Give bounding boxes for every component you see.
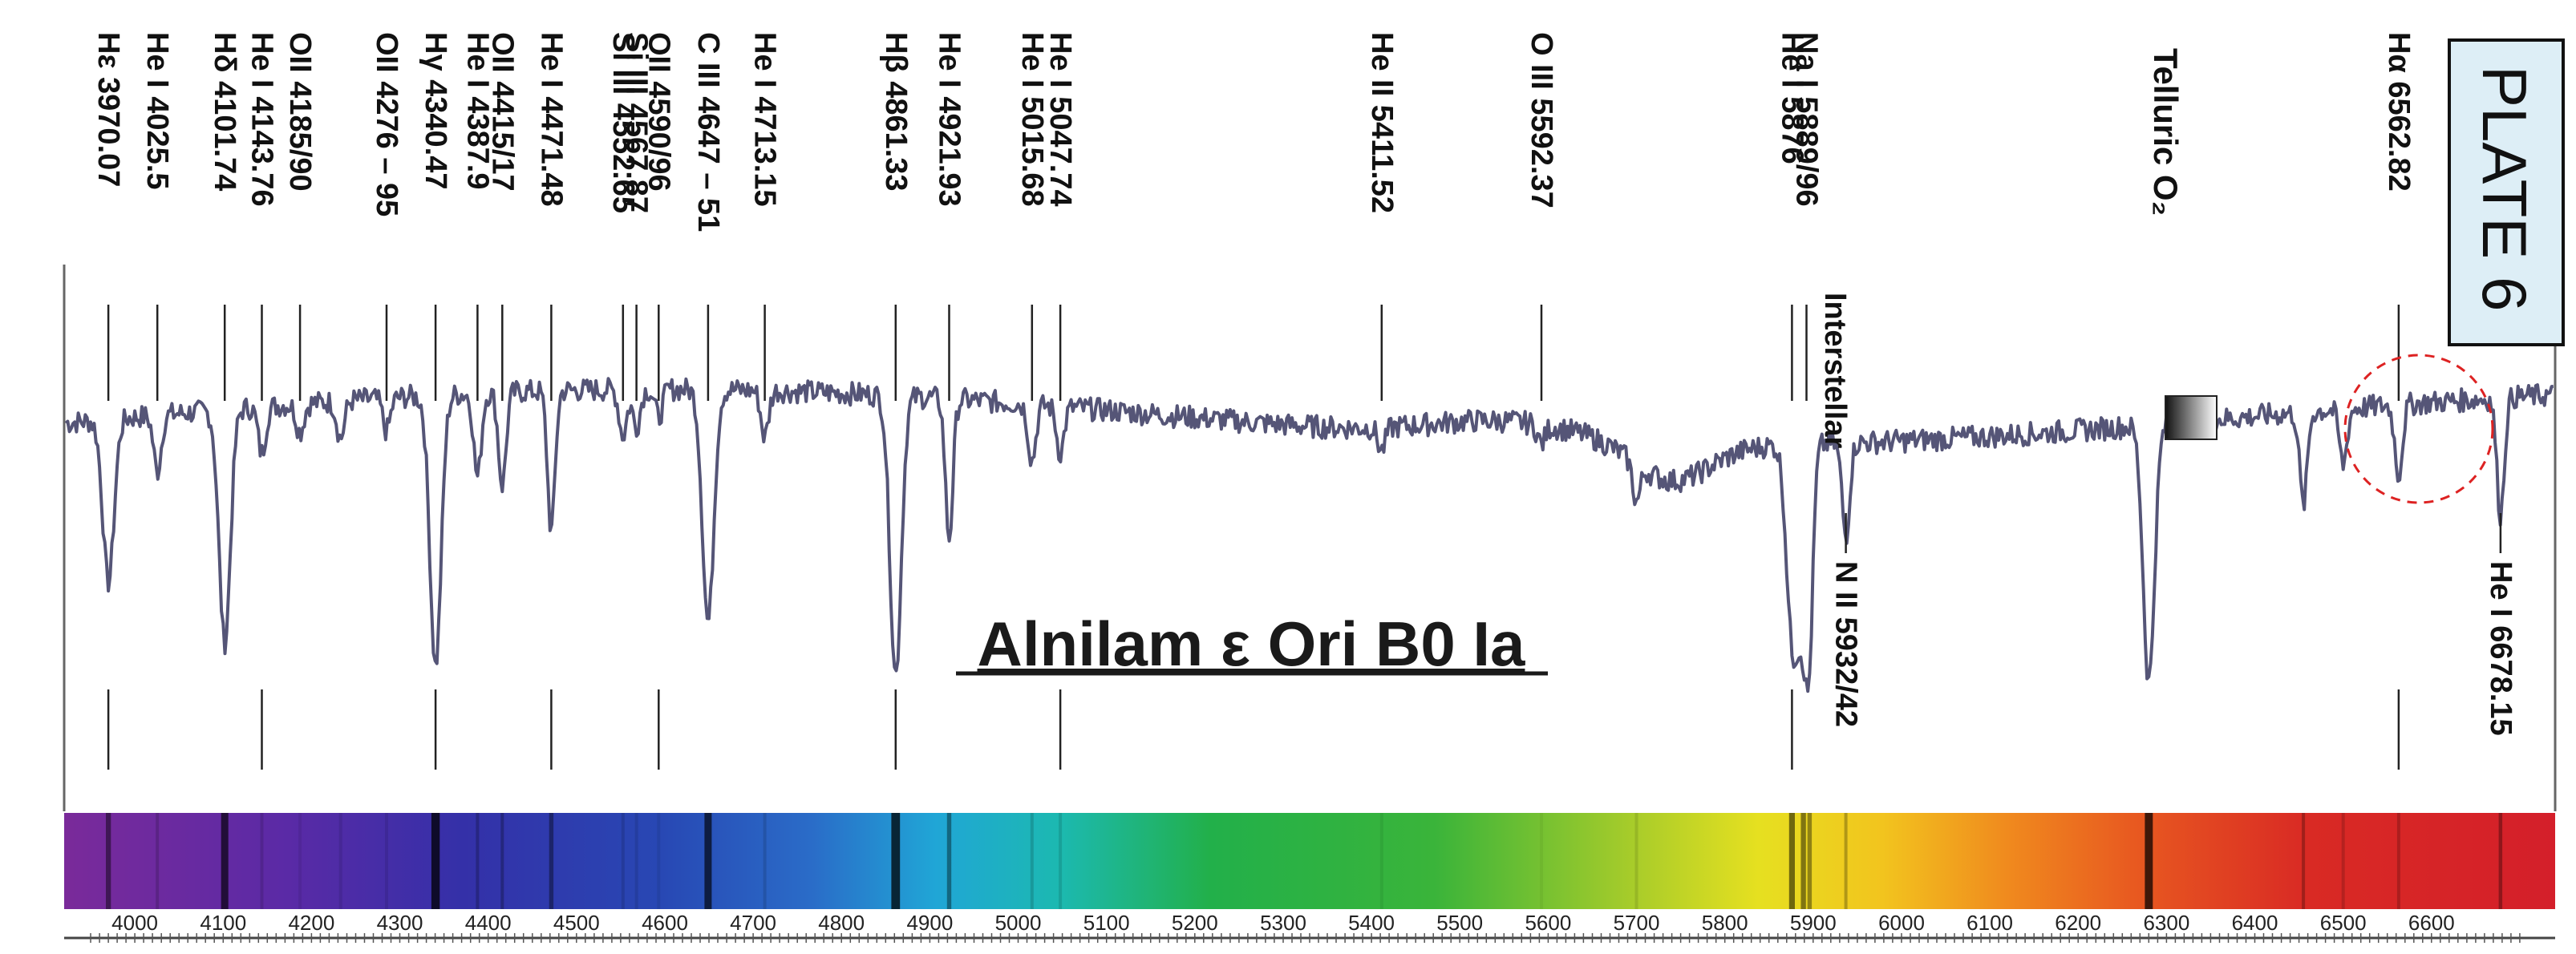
absorption-band [221, 813, 229, 909]
absorption-band [634, 813, 638, 909]
chart-title: Alnilam ε Ori B0 Ia [978, 608, 1526, 679]
tick-label: 4100 [200, 911, 246, 935]
absorption-band [1059, 813, 1063, 909]
absorption-band [156, 813, 160, 909]
plate-badge: PLATE 6 [2448, 38, 2565, 346]
absorption-band [476, 813, 480, 909]
tick-label: 4700 [730, 911, 776, 935]
absorption-band [338, 813, 342, 909]
tick-label: 4000 [111, 911, 158, 935]
absorption-band [1807, 813, 1813, 909]
tick-label: 4400 [465, 911, 512, 935]
h-alpha-highlight-circle [2343, 354, 2494, 504]
tick-label: 5900 [1790, 911, 1837, 935]
line-label: O III 5592.37 [1525, 32, 1558, 208]
absorption-band [1540, 813, 1543, 909]
tick-label: 5400 [1348, 911, 1395, 935]
absorption-band [106, 813, 111, 909]
absorption-band [704, 813, 712, 909]
absorption-band [2498, 813, 2503, 909]
tick-label: 6600 [2408, 911, 2455, 935]
absorption-band [431, 813, 440, 909]
absorption-band [2396, 813, 2400, 909]
absorption-band [891, 813, 901, 909]
wavelength-ticks: 4000 4100 4200 4300 4400 4500 4600 4700 4800 4900… [90, 911, 2521, 943]
line-label: He II 5411.52 [1365, 32, 1399, 213]
tick-label: 5600 [1525, 911, 1571, 935]
spectrum-line [64, 377, 2554, 693]
line-label: Si III 4567.87 [620, 32, 654, 213]
line-label: He I 5015.68 [1015, 32, 1049, 207]
absorption-band [549, 813, 554, 909]
line-label: He I 5047.74 [1043, 32, 1077, 207]
line-label: Hδ 4101.74 [208, 32, 241, 191]
absorption-band [500, 813, 504, 909]
line-label: He I 4921.93 [933, 32, 966, 207]
line-label: Hα 6562.82 [2382, 32, 2416, 192]
tick-label: 6000 [1878, 911, 1925, 935]
interstellar-label: Interstellar [1818, 293, 1852, 449]
tick-label: 6200 [2055, 911, 2101, 935]
tick-label: 4200 [288, 911, 334, 935]
absorption-band [2302, 813, 2306, 909]
line-label: He I 4713.15 [748, 32, 782, 207]
absorption-band [260, 813, 264, 909]
absorption-band [1844, 813, 1848, 909]
line-label: He I 6678.15 [2484, 561, 2517, 736]
absorption-band [946, 813, 952, 909]
tick-label: 5000 [995, 911, 1042, 935]
tick-label: 5800 [1702, 911, 1748, 935]
tick-label: 5200 [1172, 911, 1218, 935]
tick-label: 5700 [1614, 911, 1660, 935]
tick-label: 4300 [377, 911, 423, 935]
line-label: He I 5876 [1775, 32, 1808, 164]
tick-label: 5500 [1436, 911, 1483, 935]
telluric-label: Telluric O₂ [2147, 48, 2185, 216]
telluric-band-marker [2165, 395, 2218, 440]
tick-label: 5300 [1260, 911, 1306, 935]
absorption-band [2341, 813, 2345, 909]
tick-label: 4600 [642, 911, 688, 935]
line-label: OII 4590/96 [642, 32, 675, 192]
line-label: Na I 5889/96 [1790, 32, 1824, 207]
tick-label: 6300 [2143, 911, 2189, 935]
absorption-band [1379, 813, 1383, 909]
tick-label: 6500 [2320, 911, 2367, 935]
line-label: He I 4025.5 [140, 32, 174, 189]
color-spectrum-band [64, 813, 2555, 909]
line-label: OII 4415/17 [485, 32, 519, 192]
line-label: C III 4647 – 51 [691, 32, 725, 232]
tick-label: 4900 [906, 911, 953, 935]
spectrum-absorption-bands [106, 813, 2503, 909]
tick-label: 4800 [818, 911, 865, 935]
line-label: Hβ 4861.33 [879, 32, 913, 192]
line-markers [107, 305, 2502, 770]
line-label: OII 4276 – 95 [370, 32, 403, 216]
absorption-band [763, 813, 767, 909]
line-label: N II 5932/42 [1829, 561, 1863, 727]
absorption-band [657, 813, 661, 909]
absorption-band [1030, 813, 1034, 909]
absorption-band [621, 813, 625, 909]
absorption-band [1800, 813, 1806, 909]
tick-label: 5100 [1083, 911, 1130, 935]
absorption-band [298, 813, 302, 909]
tick-label: 6400 [2232, 911, 2278, 935]
line-label: OII 4185/90 [283, 32, 317, 192]
line-label: He I 4143.76 [245, 32, 279, 207]
line-label: He I 4387.9 [460, 32, 494, 189]
line-label: Si III 4552.65 [606, 32, 640, 213]
absorption-band [2145, 813, 2153, 909]
line-label: Hε 3970.07 [91, 32, 125, 187]
absorption-band [385, 813, 388, 909]
tick-label: 4500 [553, 911, 600, 935]
tick-label: 6100 [1966, 911, 2013, 935]
plate-label: PLATE 6 [2469, 66, 2540, 311]
line-label: Hγ 4340.47 [419, 32, 452, 190]
line-labels: Hε 3970.07 He I 4025.5 Hδ 4101.74 He I 4143… [91, 32, 2517, 736]
line-label: He I 4471.48 [534, 32, 568, 207]
absorption-band [1634, 813, 1638, 909]
absorption-band [1788, 813, 1795, 909]
